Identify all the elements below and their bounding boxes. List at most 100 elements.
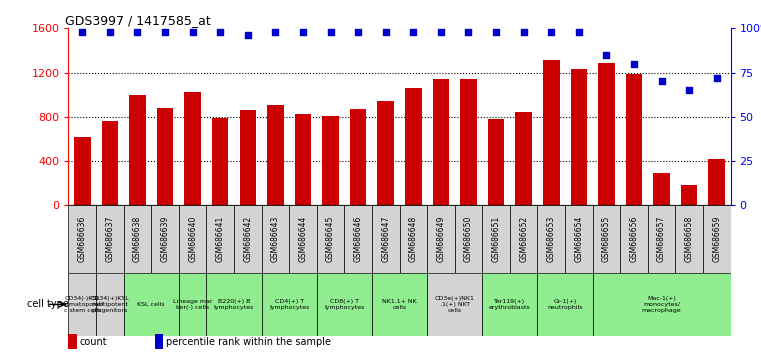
Text: GSM686658: GSM686658 [685,215,694,262]
Point [269,29,282,35]
Point [103,29,116,35]
Bar [157,108,174,205]
Bar [543,61,559,205]
Point [159,29,171,35]
Text: Mac-1(+)
monocytes/
macrophage: Mac-1(+) monocytes/ macrophage [642,296,681,313]
Text: GSM686652: GSM686652 [519,215,528,262]
Point [324,29,336,35]
Text: GSM686650: GSM686650 [464,215,473,262]
Point [711,75,723,81]
Point [573,29,585,35]
Bar [262,205,289,273]
Bar [74,137,91,205]
Bar [405,88,422,205]
Text: Gr-1(+)
neutrophils: Gr-1(+) neutrophils [547,299,583,310]
Bar [68,334,77,349]
Point [628,61,640,67]
Bar [427,205,454,273]
Text: CD4(+) T
lymphocytes: CD4(+) T lymphocytes [269,299,310,310]
Bar [427,273,482,336]
Bar [708,159,725,205]
Point [463,29,475,35]
Bar [681,185,697,205]
Bar [206,205,234,273]
Point [380,29,392,35]
Text: GDS3997 / 1417585_at: GDS3997 / 1417585_at [65,14,211,27]
Bar [129,95,145,205]
Point [490,29,502,35]
Bar [482,273,537,336]
Text: GSM686640: GSM686640 [188,215,197,262]
Point [242,33,254,38]
Bar [626,74,642,205]
Text: cell type: cell type [27,299,68,309]
Text: CD3e(+)NK1
.1(+) NKT
cells: CD3e(+)NK1 .1(+) NKT cells [435,296,475,313]
Bar [123,205,151,273]
Bar [184,92,201,205]
Bar [96,273,123,336]
Text: GSM686649: GSM686649 [436,215,445,262]
Bar [400,205,427,273]
Text: GSM686642: GSM686642 [244,215,253,262]
Bar [648,205,676,273]
Point [297,29,309,35]
Bar [295,114,311,205]
Text: GSM686647: GSM686647 [381,215,390,262]
Bar [344,205,372,273]
Bar [68,205,96,273]
Bar [289,205,317,273]
Bar [565,205,593,273]
Text: percentile rank within the sample: percentile rank within the sample [166,337,331,347]
Bar [653,173,670,205]
Bar [676,205,703,273]
Bar [267,105,284,205]
Text: GSM686636: GSM686636 [78,215,87,262]
Text: GSM686643: GSM686643 [271,215,280,262]
Bar [571,69,587,205]
Point [407,29,419,35]
Bar [377,101,394,205]
Text: GSM686637: GSM686637 [105,215,114,262]
Bar [317,273,372,336]
Text: GSM686645: GSM686645 [326,215,335,262]
Bar [537,205,565,273]
Bar [262,273,317,336]
Bar [240,110,256,205]
Bar [68,273,96,336]
Point [76,29,88,35]
Bar [101,121,118,205]
Text: NK1.1+ NK
cells: NK1.1+ NK cells [382,299,417,310]
Point [214,29,226,35]
Bar [598,63,615,205]
Bar [515,113,532,205]
Bar [179,273,206,336]
Text: GSM686644: GSM686644 [298,215,307,262]
Text: CD8(+) T
lymphocytes: CD8(+) T lymphocytes [324,299,365,310]
Point [600,52,613,58]
Bar [179,205,206,273]
Text: CD34(-)KSL
hematopoieti
c stem cells: CD34(-)KSL hematopoieti c stem cells [62,296,103,313]
Bar [482,205,510,273]
Text: GSM686641: GSM686641 [215,215,224,262]
Point [132,29,144,35]
Text: Lineage mar
ker(-) cells: Lineage mar ker(-) cells [173,299,212,310]
Text: B220(+) B
lymphocytes: B220(+) B lymphocytes [214,299,254,310]
Point [435,29,447,35]
Text: GSM686653: GSM686653 [546,215,556,262]
Bar [212,118,228,205]
Bar [96,205,123,273]
Point [352,29,365,35]
Bar [703,205,731,273]
Bar [123,273,179,336]
Bar [454,205,482,273]
Text: GSM686654: GSM686654 [575,215,584,262]
Point [186,29,199,35]
Bar [620,205,648,273]
Bar [317,205,344,273]
Text: GSM686646: GSM686646 [354,215,363,262]
Bar [234,205,262,273]
Bar [322,116,339,205]
Text: GSM686639: GSM686639 [161,215,170,262]
Text: count: count [80,337,107,347]
Point [545,29,557,35]
